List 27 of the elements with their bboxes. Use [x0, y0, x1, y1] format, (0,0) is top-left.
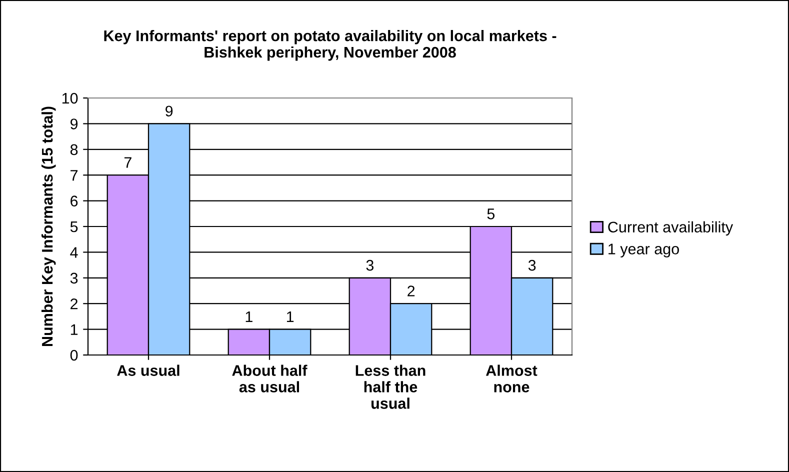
x-tick-label: As usual: [117, 364, 180, 376]
legend-label: 1 year ago: [608, 244, 679, 258]
data-label: 3: [528, 260, 536, 271]
data-label: 3: [366, 260, 374, 271]
y-tick-label: 0: [70, 350, 78, 361]
chart-title: Key Informants' report on potato availability on local markets - Bishkek periphery, November 2008: [104, 30, 556, 61]
y-tick-label: 2: [70, 298, 78, 310]
y-tick-label: 6: [70, 196, 78, 206]
y-tick-label: 5: [70, 222, 78, 232]
data-label: 2: [408, 286, 415, 296]
data-label: 1: [286, 311, 294, 322]
x-tick-label: Less than half the usual: [356, 364, 426, 409]
y-tick-label: 7: [70, 170, 78, 181]
y-tick-label: 10: [62, 92, 78, 104]
y-axis-title: Number Key Informants (15 total): [41, 106, 56, 346]
y-tick-label: 3: [70, 272, 78, 284]
y-tick-label: 8: [70, 144, 78, 156]
data-label: 1: [246, 311, 252, 322]
data-label: 9: [166, 106, 173, 117]
y-tick-label: 9: [70, 118, 78, 130]
data-label: 5: [487, 208, 495, 220]
x-tick-label: Almost none: [486, 364, 538, 392]
legend-label: Current availability: [608, 221, 734, 236]
y-tick-label: 4: [70, 247, 78, 258]
x-tick-label: About half as usual: [232, 364, 308, 392]
y-tick-label: 1: [70, 324, 78, 335]
data-label: 7: [124, 157, 132, 168]
